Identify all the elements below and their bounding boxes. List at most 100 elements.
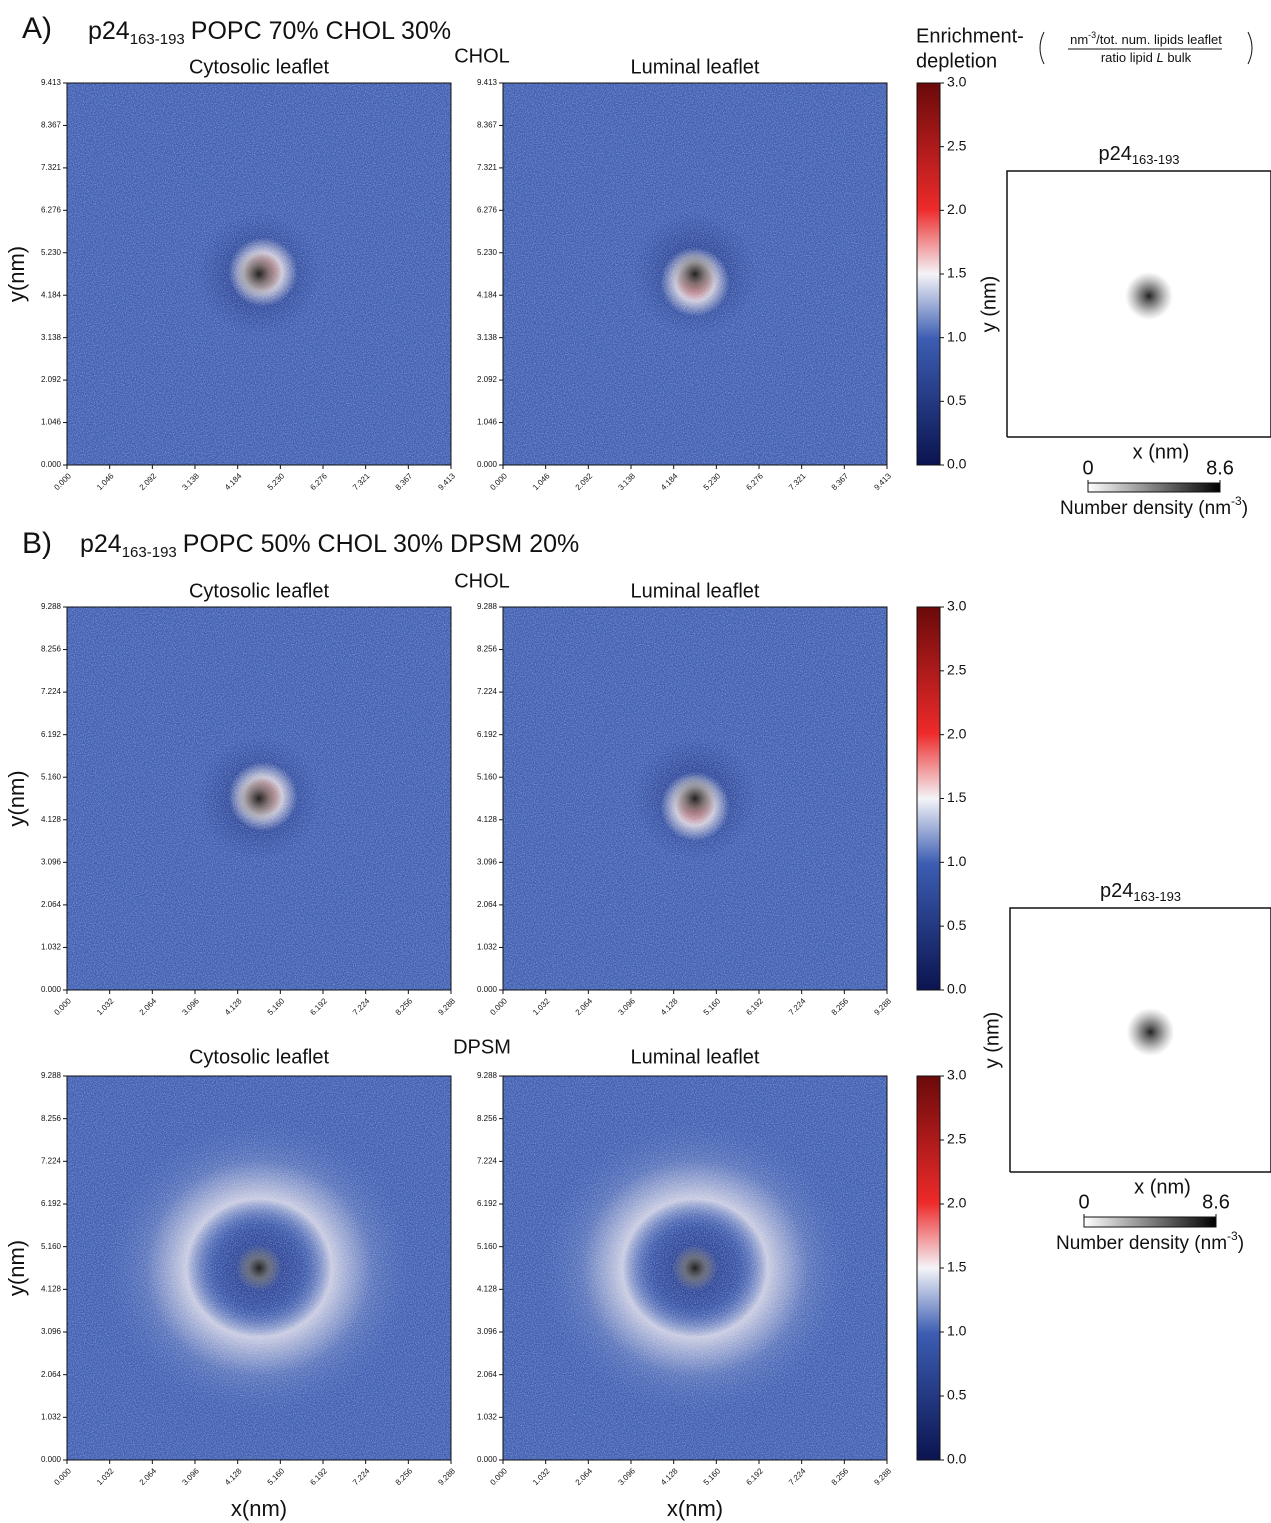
- x-tick-label: 7.224: [351, 996, 372, 1017]
- x-tick-label: 9.288: [436, 996, 457, 1017]
- colorbar-tick-label: 1.5: [947, 789, 967, 805]
- subplot-title: Luminal leaflet: [631, 1046, 760, 1068]
- colorbar-tick-label: 0.5: [947, 917, 967, 933]
- colorbar-tick-label: 3.0: [947, 1067, 967, 1083]
- y-tick-label: 6.192: [41, 1199, 62, 1208]
- x-tick-label: 8.256: [394, 1466, 415, 1487]
- x-tick-label: 5.230: [266, 471, 287, 492]
- y-tick-label: 5.160: [477, 772, 498, 781]
- x-tick-label: 2.064: [574, 1466, 595, 1487]
- y-tick-label: 7.321: [477, 163, 498, 172]
- x-tick-label: 7.224: [351, 1466, 372, 1487]
- x-tick-label: 4.128: [659, 996, 680, 1017]
- y-tick-label: 3.138: [41, 333, 62, 342]
- y-tick-label: 8.256: [477, 1114, 498, 1123]
- axes-frame: [1009, 907, 1271, 1173]
- y-axis-label: y(nm): [4, 246, 29, 302]
- subscript: 163-193: [130, 31, 185, 48]
- lipid-label: CHOL: [454, 570, 510, 592]
- y-tick-label: 5.160: [477, 1242, 498, 1251]
- x-tick-label: 7.321: [787, 471, 808, 492]
- y-tick-label: 1.046: [41, 418, 62, 427]
- y-tick-label: 4.128: [41, 1284, 62, 1293]
- x-tick-label: 8.367: [830, 471, 851, 492]
- formula-denominator: ratio lipid L bulk: [1101, 50, 1192, 65]
- y-tick-label: 8.256: [41, 645, 62, 654]
- colorbar: [916, 1075, 941, 1461]
- y-axis-label: y (nm): [981, 1012, 1003, 1069]
- label-text: Number density (nm: [1056, 1233, 1227, 1254]
- x-tick-label: 4.128: [223, 1466, 244, 1487]
- protein-density: [235, 1244, 283, 1292]
- text: ratio lipid: [1101, 50, 1157, 65]
- x-tick-label: 9.288: [872, 996, 893, 1017]
- subscript: 163-193: [122, 544, 177, 561]
- y-tick-label: 4.128: [477, 815, 498, 824]
- title-subscript: 163-193: [1132, 152, 1180, 167]
- y-tick-label: 7.224: [477, 687, 498, 696]
- x-tick-label: 8.256: [830, 996, 851, 1017]
- protein-density: [671, 1244, 719, 1292]
- y-axis-label: y(nm): [4, 1240, 29, 1296]
- colorbar-label: Number density (nm-3): [1056, 1229, 1244, 1254]
- colorbar-tick-label: 1.5: [947, 1259, 967, 1275]
- y-tick-label: 4.184: [477, 290, 498, 299]
- axes-frame: [502, 606, 888, 991]
- y-tick-label: 6.276: [41, 205, 62, 214]
- lipid-label: DPSM: [453, 1036, 511, 1058]
- x-tick-label: 1.032: [95, 1466, 116, 1487]
- x-tick-label: 9.413: [872, 471, 893, 492]
- y-tick-label: 2.064: [41, 900, 62, 909]
- x-tick-label: 7.224: [787, 996, 808, 1017]
- y-tick-label: 3.138: [477, 333, 498, 342]
- x-tick-label: 2.064: [138, 996, 159, 1017]
- axes-frame: [1006, 170, 1271, 438]
- x-tick-label: 2.064: [574, 996, 595, 1017]
- y-tick-label: 0.000: [41, 985, 62, 994]
- x-axis-label: x (nm): [1133, 441, 1190, 463]
- x-tick-label: 5.160: [266, 1466, 287, 1487]
- y-tick-label: 2.064: [41, 1370, 62, 1379]
- colorbar-tick-label: 1.0: [947, 853, 967, 869]
- x-tick-label: 5.160: [702, 1466, 723, 1487]
- axes-frame: [502, 82, 888, 466]
- label-text: ): [1238, 1233, 1244, 1254]
- title-subscript: 163-193: [1133, 889, 1181, 904]
- y-tick-label: 1.032: [41, 1412, 62, 1421]
- x-tick-label: 5.160: [702, 996, 723, 1017]
- x-tick-label: 6.276: [744, 471, 765, 492]
- protein: p24: [80, 530, 122, 558]
- y-tick-label: 1.032: [477, 1412, 498, 1421]
- superscript: -3: [1227, 1229, 1238, 1243]
- y-tick-label: 5.160: [41, 772, 62, 781]
- axes-frame: [66, 606, 452, 991]
- x-tick-label: 8.367: [394, 471, 415, 492]
- y-tick-label: 4.128: [41, 815, 62, 824]
- axes-frame: [66, 82, 452, 466]
- x-axis-label: x (nm): [1134, 1176, 1191, 1198]
- y-tick-label: 4.128: [477, 1284, 498, 1293]
- y-tick-label: 0.000: [41, 460, 62, 469]
- panel-label: B): [22, 527, 52, 560]
- y-tick-label: 9.413: [477, 78, 498, 87]
- y-tick-label: 0.000: [477, 985, 498, 994]
- colorbar-tick-label: 0.0: [947, 981, 967, 997]
- y-tick-label: 9.288: [477, 1071, 498, 1080]
- x-axis-label: x(nm): [231, 1496, 287, 1521]
- x-tick-label: 1.046: [531, 471, 552, 492]
- subplot-title: Cytosolic leaflet: [189, 56, 330, 78]
- x-tick-label: 0.000: [488, 471, 509, 492]
- x-tick-label: 7.321: [351, 471, 372, 492]
- x-tick-label: 6.192: [308, 996, 329, 1017]
- y-tick-label: 5.230: [477, 248, 498, 257]
- protein-density: [671, 775, 719, 822]
- protein-density: [1125, 272, 1173, 320]
- y-tick-label: 2.092: [41, 375, 62, 384]
- panel-label: A): [22, 12, 52, 45]
- label-text: Number density (nm: [1060, 498, 1231, 519]
- y-tick-label: 6.192: [477, 1199, 498, 1208]
- x-tick-label: 9.288: [872, 1466, 893, 1487]
- y-tick-label: 2.064: [477, 900, 498, 909]
- text: bulk: [1164, 50, 1192, 65]
- y-tick-label: 8.256: [477, 645, 498, 654]
